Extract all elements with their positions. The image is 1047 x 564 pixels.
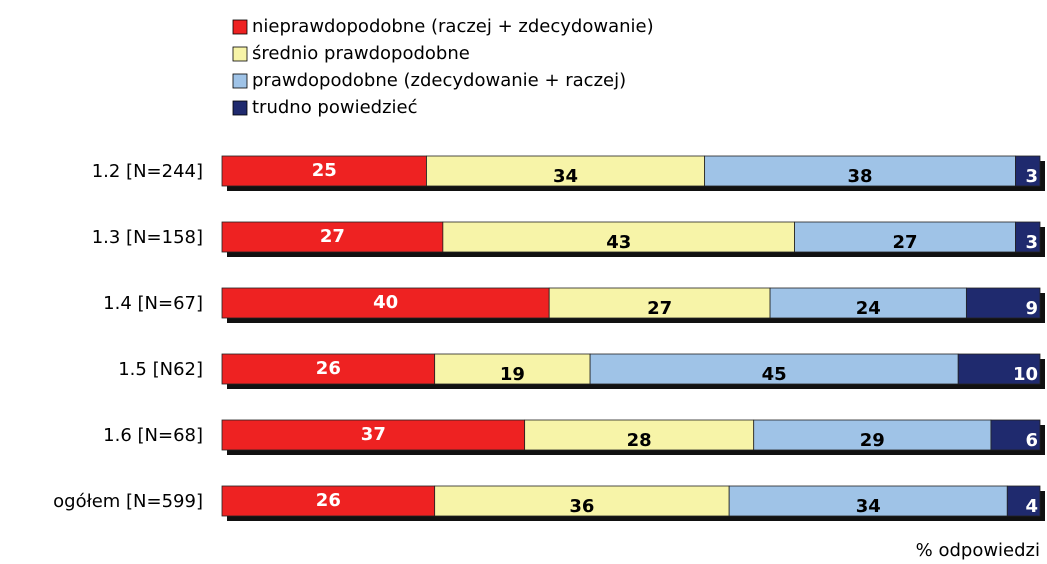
legend-swatch	[232, 46, 248, 62]
bar-segment	[442, 221, 795, 253]
bar-segment	[548, 287, 771, 319]
bar-segment	[769, 287, 967, 319]
data-label: 25	[312, 160, 337, 181]
legend-label: średnio prawdopodobne	[252, 43, 470, 64]
bar-segment	[221, 353, 436, 385]
data-label: 9	[1025, 298, 1038, 319]
bar-segment	[957, 353, 1041, 385]
category-label: 1.4 [N=67]	[103, 293, 203, 314]
data-label: 10	[1013, 364, 1038, 385]
bar-segment	[965, 287, 1041, 319]
data-label: 19	[500, 364, 525, 385]
data-label: 26	[316, 490, 341, 511]
legend-label: nieprawdopodobne (raczej + zdecydowanie)	[252, 16, 654, 37]
data-label: 37	[361, 424, 386, 445]
data-label: 6	[1025, 430, 1038, 451]
bar-segment	[753, 419, 992, 451]
x-axis-label: % odpowiedzi	[916, 540, 1040, 561]
data-label: 43	[606, 232, 631, 253]
bar-segment	[589, 353, 959, 385]
category-label: 1.2 [N=244]	[92, 161, 203, 182]
data-label: 3	[1025, 166, 1038, 187]
data-label: 3	[1025, 232, 1038, 253]
data-label: 36	[569, 496, 594, 517]
legend-swatch	[232, 73, 248, 89]
data-label: 34	[553, 166, 578, 187]
data-label: 27	[320, 226, 345, 247]
data-label: 4	[1025, 496, 1038, 517]
bar-segment	[704, 155, 1016, 187]
bar-segment	[524, 419, 755, 451]
data-label: 34	[856, 496, 881, 517]
bar-segment	[426, 155, 706, 187]
bar-segment	[221, 221, 444, 253]
bar-segment	[434, 485, 730, 517]
category-label: 1.3 [N=158]	[92, 227, 203, 248]
bar-segment	[221, 485, 436, 517]
bar-segment	[221, 155, 427, 187]
category-label: 1.6 [N=68]	[103, 425, 203, 446]
data-label: 28	[627, 430, 652, 451]
bar-segment	[1015, 155, 1041, 187]
data-label: 26	[316, 358, 341, 379]
data-label: 24	[856, 298, 881, 319]
legend-swatch	[232, 100, 248, 116]
bar-segment	[434, 353, 591, 385]
bar-segment	[221, 419, 526, 451]
legend-label: trudno powiedzieć	[252, 97, 418, 118]
category-label: 1.5 [N62]	[118, 359, 203, 380]
bar-segment	[990, 419, 1041, 451]
bar-segment	[1006, 485, 1041, 517]
category-label: ogółem [N=599]	[53, 491, 203, 512]
bar-segment	[794, 221, 1016, 253]
bar-segment	[221, 287, 550, 319]
legend-swatch	[232, 19, 248, 35]
bar-segment	[1015, 221, 1041, 253]
data-label: 27	[647, 298, 672, 319]
data-label: 40	[373, 292, 398, 313]
data-label: 27	[892, 232, 917, 253]
legend-label: prawdopodobne (zdecydowanie + raczej)	[252, 70, 626, 91]
data-label: 38	[848, 166, 873, 187]
data-label: 45	[762, 364, 787, 385]
bar-segment	[728, 485, 1008, 517]
data-label: 29	[860, 430, 885, 451]
